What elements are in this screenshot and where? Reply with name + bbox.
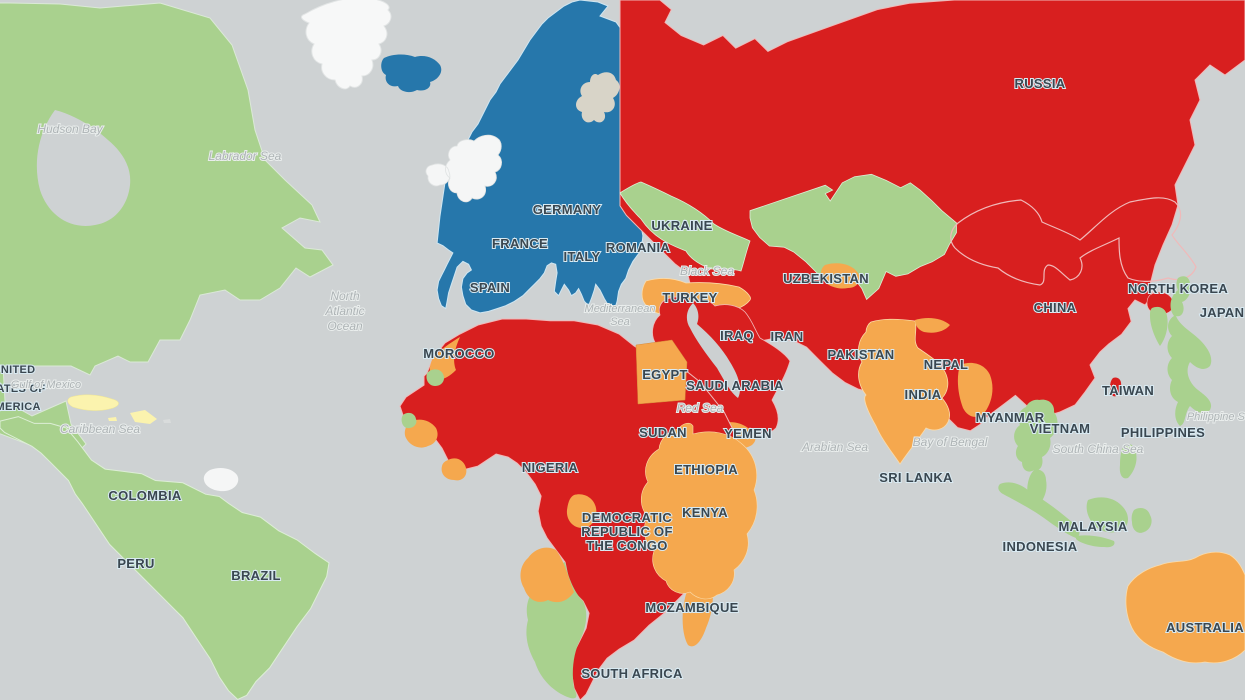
svg-text:Philippine Sea: Philippine Sea — [1187, 411, 1245, 423]
svg-text:PERU: PERU — [117, 556, 154, 571]
svg-text:IRAQ: IRAQ — [720, 328, 754, 343]
svg-text:Black Sea: Black Sea — [680, 264, 734, 278]
svg-text:Red Sea: Red Sea — [677, 401, 724, 415]
svg-text:Hudson Bay: Hudson Bay — [37, 122, 103, 136]
svg-text:SOUTH AFRICA: SOUTH AFRICA — [581, 666, 683, 681]
svg-text:South China Sea: South China Sea — [1053, 442, 1144, 456]
svg-text:AMERICA: AMERICA — [0, 401, 41, 413]
svg-text:INDIA: INDIA — [905, 387, 942, 402]
svg-text:MOZAMBIQUE: MOZAMBIQUE — [645, 600, 738, 615]
svg-text:VIETNAM: VIETNAM — [1030, 421, 1091, 436]
svg-text:TAIWAN: TAIWAN — [1102, 383, 1154, 398]
svg-text:Arabian Sea: Arabian Sea — [801, 440, 868, 454]
svg-text:TURKEY: TURKEY — [662, 290, 717, 305]
svg-text:DEMOCRATIC: DEMOCRATIC — [582, 510, 672, 525]
svg-text:MALAYSIA: MALAYSIA — [1058, 519, 1127, 534]
svg-text:YEMEN: YEMEN — [724, 426, 772, 441]
svg-text:IRAN: IRAN — [771, 329, 804, 344]
svg-text:NEPAL: NEPAL — [924, 357, 969, 372]
svg-text:Ocean: Ocean — [327, 319, 363, 333]
svg-text:North: North — [330, 289, 360, 303]
svg-text:NIGERIA: NIGERIA — [522, 460, 579, 475]
svg-text:Atlantic: Atlantic — [324, 304, 364, 318]
svg-text:UNITED: UNITED — [0, 364, 35, 376]
svg-text:COLOMBIA: COLOMBIA — [108, 488, 181, 503]
svg-text:MOROCCO: MOROCCO — [423, 346, 494, 361]
svg-text:EGYPT: EGYPT — [642, 367, 688, 382]
svg-text:Mediterranean: Mediterranean — [585, 303, 656, 315]
svg-text:SRI LANKA: SRI LANKA — [879, 470, 953, 485]
svg-text:ITALY: ITALY — [564, 249, 601, 264]
svg-text:NORTH KOREA: NORTH KOREA — [1128, 281, 1228, 296]
svg-text:JAPAN: JAPAN — [1200, 305, 1245, 320]
svg-text:GERMANY: GERMANY — [533, 202, 602, 217]
svg-text:UKRAINE: UKRAINE — [651, 218, 712, 233]
svg-text:RUSSIA: RUSSIA — [1015, 76, 1066, 91]
svg-text:BRAZIL: BRAZIL — [231, 568, 280, 583]
svg-text:Sea: Sea — [610, 316, 630, 328]
svg-text:INDONESIA: INDONESIA — [1003, 539, 1078, 554]
svg-text:SPAIN: SPAIN — [470, 280, 510, 295]
svg-text:FRANCE: FRANCE — [492, 236, 548, 251]
svg-text:AUSTRALIA: AUSTRALIA — [1166, 620, 1244, 635]
svg-text:ROMANIA: ROMANIA — [606, 240, 671, 255]
svg-text:KENYA: KENYA — [682, 505, 728, 520]
svg-text:UZBEKISTAN: UZBEKISTAN — [783, 271, 869, 286]
svg-text:Labrador Sea: Labrador Sea — [209, 149, 282, 163]
svg-text:REPUBLIC OF: REPUBLIC OF — [581, 524, 672, 539]
svg-text:Bay of Bengal: Bay of Bengal — [913, 435, 988, 449]
svg-text:CHINA: CHINA — [1034, 300, 1077, 315]
svg-text:Caribbean Sea: Caribbean Sea — [60, 422, 140, 436]
svg-text:SUDAN: SUDAN — [639, 425, 687, 440]
svg-text:Gulf of Mexico: Gulf of Mexico — [11, 379, 81, 391]
svg-text:PAKISTAN: PAKISTAN — [828, 347, 895, 362]
svg-text:THE CONGO: THE CONGO — [586, 538, 667, 553]
svg-text:PHILIPPINES: PHILIPPINES — [1121, 425, 1205, 440]
svg-text:SAUDI ARABIA: SAUDI ARABIA — [686, 378, 784, 393]
svg-text:ETHIOPIA: ETHIOPIA — [674, 462, 738, 477]
